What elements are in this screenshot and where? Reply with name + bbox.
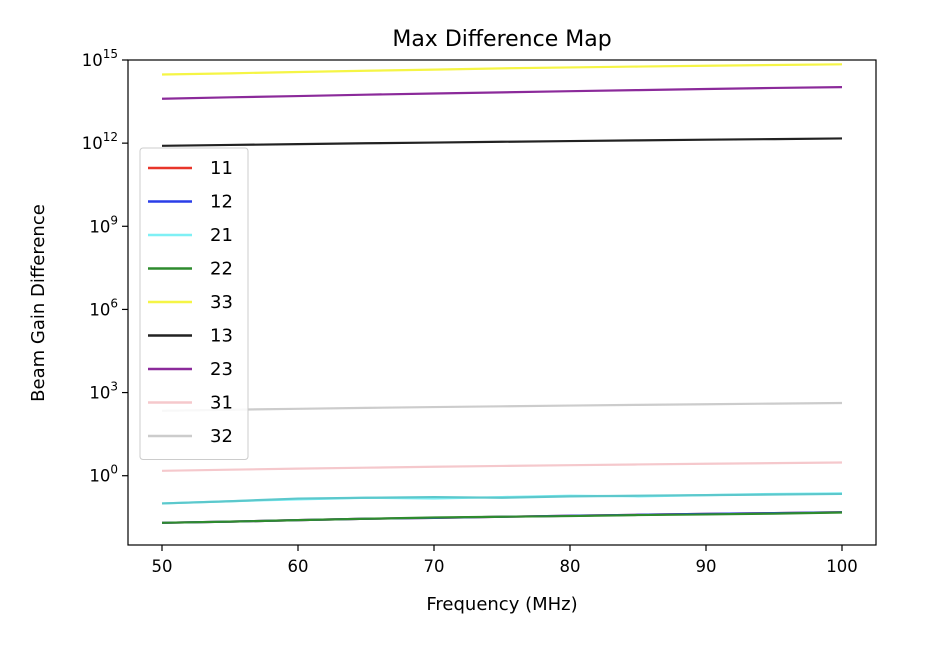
series-line-31 — [161, 461, 843, 472]
legend-label-11: 11 — [210, 158, 233, 179]
y-axis-label: Beam Gain Difference — [28, 204, 49, 402]
legend-label-31: 31 — [210, 393, 233, 414]
series-line-33 — [161, 63, 843, 76]
x-tick-label: 70 — [424, 557, 445, 576]
series-line-21-overlay — [161, 492, 843, 505]
x-axis-label: Frequency (MHz) — [426, 594, 577, 615]
legend-label-33: 33 — [210, 292, 233, 313]
legend-box — [139, 147, 249, 460]
legend-label-21: 21 — [210, 225, 233, 246]
legend-label-12: 12 — [210, 192, 233, 213]
legend: 11 12 21 22 33 13 23 31 32 — [139, 147, 249, 460]
legend-label-32: 32 — [210, 426, 233, 447]
x-axis-ticks: 50 60 70 80 90 100 — [152, 545, 858, 576]
y-tick-label: 1012 — [82, 130, 118, 153]
y-tick-label: 106 — [89, 296, 118, 319]
x-tick-label: 50 — [152, 557, 173, 576]
y-tick-label: 1015 — [82, 47, 118, 70]
x-tick-label: 60 — [288, 557, 309, 576]
series-line-23 — [161, 86, 843, 100]
series-layer — [161, 63, 843, 524]
x-tick-label: 90 — [696, 557, 717, 576]
y-axis-ticks: 100 103 106 109 1012 1015 — [82, 47, 128, 486]
legend-label-22: 22 — [210, 259, 233, 280]
legend-label-23: 23 — [210, 359, 233, 380]
series-line-32 — [161, 401, 843, 412]
series-line-22 — [161, 511, 843, 524]
plot-frame — [127, 59, 877, 546]
x-tick-label: 100 — [826, 557, 858, 576]
y-tick-label: 103 — [89, 380, 118, 403]
series-line-13 — [161, 137, 843, 147]
x-tick-label: 80 — [560, 557, 581, 576]
legend-label-13: 13 — [210, 326, 233, 347]
y-tick-label: 100 — [89, 463, 118, 486]
y-tick-label: 109 — [89, 213, 118, 236]
chart-title: Max Difference Map — [392, 27, 611, 52]
